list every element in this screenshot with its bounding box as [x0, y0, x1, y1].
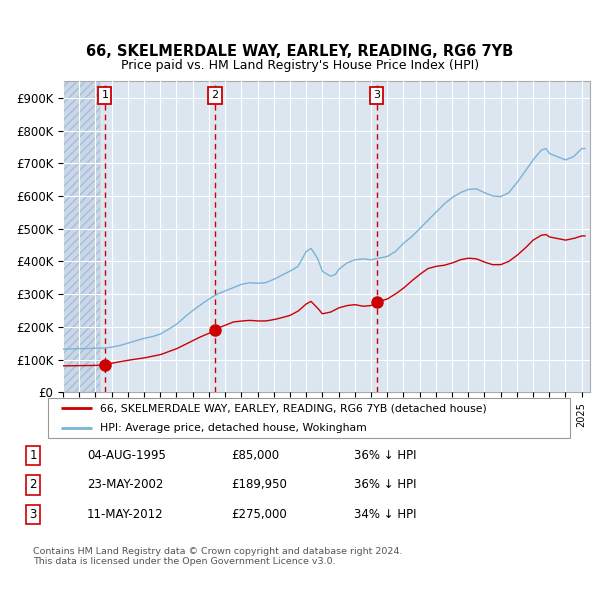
Text: £85,000: £85,000 [231, 449, 279, 462]
FancyBboxPatch shape [48, 398, 570, 438]
Text: 34% ↓ HPI: 34% ↓ HPI [354, 508, 416, 521]
Text: 11-MAY-2012: 11-MAY-2012 [87, 508, 164, 521]
Text: £189,950: £189,950 [231, 478, 287, 491]
Text: 36% ↓ HPI: 36% ↓ HPI [354, 449, 416, 462]
Text: 36% ↓ HPI: 36% ↓ HPI [354, 478, 416, 491]
Text: 66, SKELMERDALE WAY, EARLEY, READING, RG6 7YB (detached house): 66, SKELMERDALE WAY, EARLEY, READING, RG… [100, 404, 487, 414]
Text: 04-AUG-1995: 04-AUG-1995 [87, 449, 166, 462]
Text: This data is licensed under the Open Government Licence v3.0.: This data is licensed under the Open Gov… [33, 558, 335, 566]
Text: 1: 1 [101, 90, 109, 100]
Text: 2: 2 [29, 478, 37, 491]
Text: Price paid vs. HM Land Registry's House Price Index (HPI): Price paid vs. HM Land Registry's House … [121, 59, 479, 72]
Text: 23-MAY-2002: 23-MAY-2002 [87, 478, 163, 491]
Text: HPI: Average price, detached house, Wokingham: HPI: Average price, detached house, Woki… [100, 423, 367, 432]
Text: 3: 3 [29, 508, 37, 521]
Text: Contains HM Land Registry data © Crown copyright and database right 2024.: Contains HM Land Registry data © Crown c… [33, 547, 403, 556]
Text: 2: 2 [212, 90, 219, 100]
Text: 66, SKELMERDALE WAY, EARLEY, READING, RG6 7YB: 66, SKELMERDALE WAY, EARLEY, READING, RG… [86, 44, 514, 59]
Text: 3: 3 [373, 90, 380, 100]
Text: 1: 1 [29, 449, 37, 462]
Bar [63, 81, 100, 392]
Text: £275,000: £275,000 [231, 508, 287, 521]
